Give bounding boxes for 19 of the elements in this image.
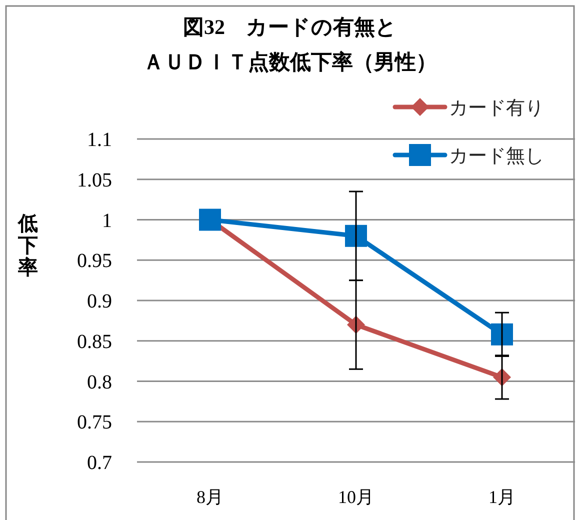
y-tick-label: 1.1: [87, 129, 112, 151]
x-tick-label: 10月: [338, 487, 374, 507]
x-tick-label: 1月: [488, 487, 516, 507]
legend-label: カード無し: [449, 146, 544, 167]
chart-subtitle: ＡＵＤＩＴ点数低下率（男性）: [143, 50, 437, 74]
y-tick-label: 0.75: [77, 412, 112, 434]
point: [345, 224, 367, 247]
y-tick-label: 0.7: [87, 452, 112, 474]
y-tick-label: 0.8: [87, 371, 112, 394]
legend-label: カード有り: [449, 98, 544, 119]
y-tick-label: 1.05: [77, 169, 112, 192]
y-tick-label: 0.9: [87, 290, 112, 312]
x-tick-label: 8月: [196, 487, 224, 507]
y-tick-label: 0.85: [77, 330, 112, 353]
y-tick-label: 1: [102, 210, 112, 232]
chart-title: 図32 カードの有無と: [183, 15, 397, 39]
point: [491, 323, 513, 346]
y-tick-label: 0.95: [77, 250, 112, 272]
y-axis-title: 低下率: [17, 213, 38, 279]
